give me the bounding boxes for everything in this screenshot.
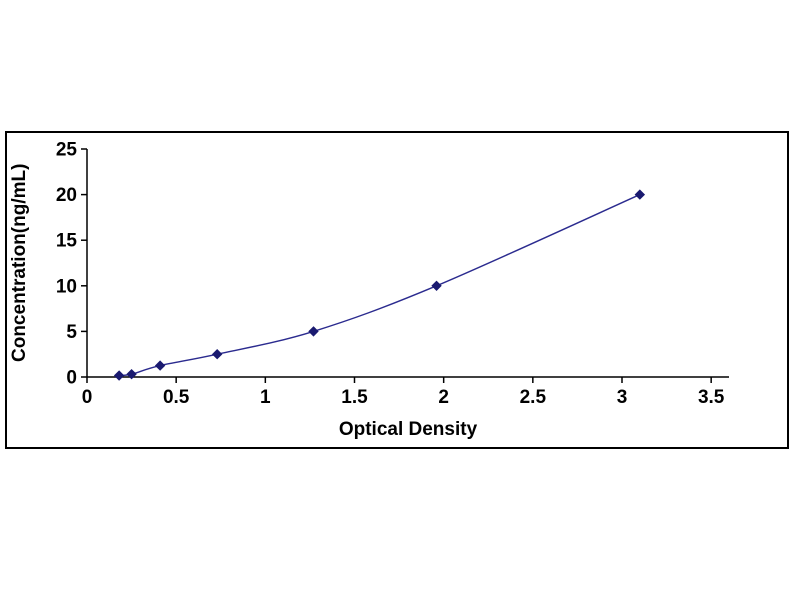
x-tick-label: 1.5 bbox=[341, 387, 368, 408]
y-tick-label: 5 bbox=[66, 322, 77, 343]
y-tick-label: 0 bbox=[66, 368, 77, 389]
y-tick-label: 15 bbox=[56, 231, 78, 252]
y-tick-label: 20 bbox=[56, 185, 77, 206]
data-point-marker bbox=[211, 348, 223, 360]
data-point-marker bbox=[126, 368, 137, 380]
x-tick-label: 1 bbox=[260, 387, 271, 408]
x-tick-label: 0.5 bbox=[163, 387, 190, 408]
data-point-marker bbox=[113, 370, 125, 381]
x-tick-label: 0 bbox=[82, 387, 93, 408]
y-tick-label: 25 bbox=[56, 140, 78, 161]
data-point-marker bbox=[431, 280, 442, 292]
y-axis-title: Concentration(ng/mL) bbox=[9, 163, 30, 363]
x-tick-label: 2.5 bbox=[520, 387, 547, 408]
x-tick-label: 2 bbox=[438, 387, 449, 408]
x-tick-label: 3 bbox=[617, 387, 628, 408]
y-tick-label: 10 bbox=[56, 276, 77, 297]
curve-line bbox=[119, 193, 641, 377]
x-tick-label: 3.5 bbox=[698, 387, 725, 408]
data-point-marker bbox=[634, 189, 646, 200]
data-point-marker bbox=[308, 326, 319, 337]
standard-curve-chart-frame: 0 0.5 1 1.5 2 2.5 3 3.5 0 5 10 15 20 25 Concentration… bbox=[5, 131, 789, 449]
data-point-marker bbox=[154, 360, 166, 371]
standard-curve-plot: 0 0.5 1 1.5 2 2.5 3 3.5 0 5 10 15 20 25 bbox=[56, 140, 729, 408]
x-axis-title: Optical Density bbox=[338, 419, 478, 440]
